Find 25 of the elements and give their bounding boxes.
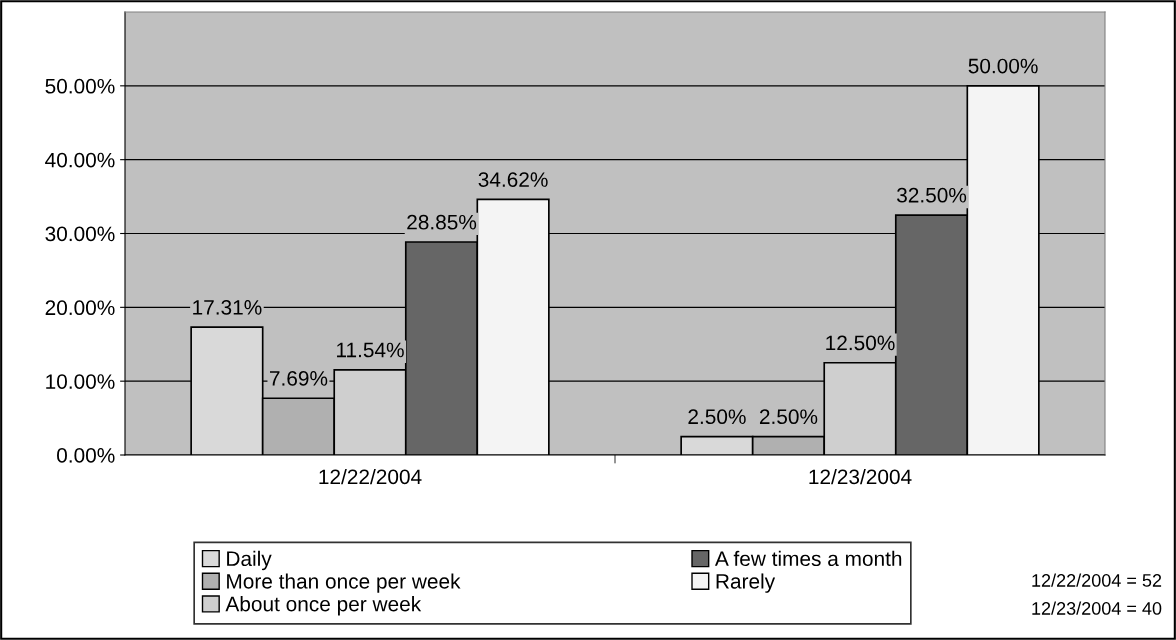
y-tick-label: 0.00% [57,448,115,463]
y-tick-label: 30.00% [45,226,115,242]
text: 12/22/2004 = 52 [1032,573,1162,587]
legend-label: A few times a month [714,550,902,567]
legend-label: More than once per week [227,573,461,593]
data-label: 2.50% [759,409,818,425]
legend-label: About once per week [225,596,422,616]
data-label: 2.50% [688,409,746,425]
data-label: 50.00% [968,58,1038,74]
y-tick-label: 10.00% [46,374,115,389]
data-label: 7.69% [269,371,328,386]
data-label: 32.50% [897,187,967,203]
data-label: 34.62% [478,172,548,187]
y-tick-label: 20.00% [45,300,115,316]
data-label: 17.31% [193,299,262,315]
data-label: 28.85% [407,214,477,230]
data-label: 11.54% [337,342,404,358]
legend-label: Rarely [716,573,776,593]
x-tick-label: 12/23/2004 [809,468,912,485]
y-tick-label: 50.00% [45,78,115,94]
x-tick-label: 12/22/2004 [319,468,422,485]
text: 12/23/2004 = 40 [1032,601,1162,615]
legend-label: Daily [227,550,272,571]
y-tick-label: 40.00% [45,152,115,168]
data-label: 12.50% [826,335,895,351]
